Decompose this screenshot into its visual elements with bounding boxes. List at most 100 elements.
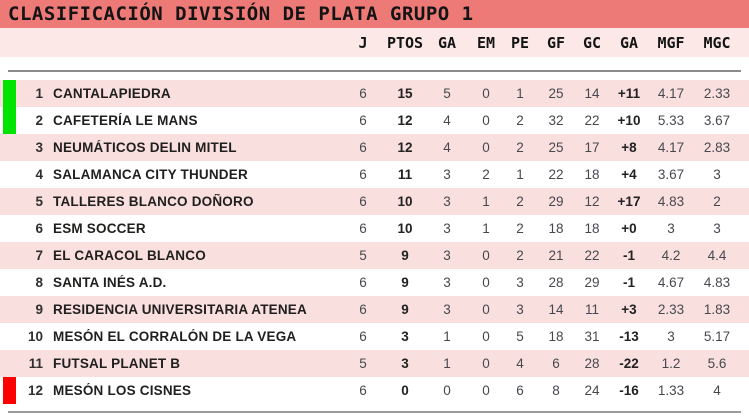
table-row: 3 NEUMÁTICOS DELIN MITEL 6 12 4 0 2 25 1… <box>0 134 749 161</box>
column-header-avg-goals-against: MGC <box>703 33 731 52</box>
draws-cell: 0 <box>482 275 490 290</box>
avg-goals-for-cell: 3 <box>667 329 675 344</box>
avg-goals-against-cell: 2 <box>713 194 721 209</box>
team-name: CANTALAPIEDRA <box>53 86 171 101</box>
avg-goals-against-cell: 4.4 <box>707 248 727 263</box>
avg-goals-against-cell: 3.67 <box>703 113 731 128</box>
draws-cell: 0 <box>482 329 490 344</box>
played-cell: 6 <box>359 302 367 317</box>
played-cell: 6 <box>359 383 367 398</box>
losses-cell: 5 <box>516 329 524 344</box>
team-name: SANTA INÉS A.D. <box>53 275 167 290</box>
points-cell: 10 <box>397 221 413 236</box>
avg-goals-for-cell: 3.67 <box>657 167 685 182</box>
column-header-wins: GA <box>437 33 457 52</box>
standings-body: 1 CANTALAPIEDRA 6 15 5 0 1 25 14 +11 4.1… <box>0 80 749 404</box>
column-header-played: J <box>358 33 368 52</box>
wins-cell: 3 <box>443 221 451 236</box>
table-row: 6 ESM SOCCER 6 10 3 1 2 18 18 +0 3 3 <box>0 215 749 242</box>
avg-goals-against-cell: 3 <box>713 221 721 236</box>
page-title: CLASIFICACIÓN DIVISIÓN DE PLATA GRUPO 1 <box>8 3 474 25</box>
goals-against-cell: 28 <box>584 356 600 371</box>
goal-diff-cell: +0 <box>621 221 637 236</box>
avg-goals-against-cell: 4 <box>713 383 721 398</box>
team-name: TALLERES BLANCO DOÑORO <box>53 194 254 209</box>
wins-cell: 3 <box>443 302 451 317</box>
played-cell: 6 <box>359 329 367 344</box>
wins-cell: 5 <box>443 86 451 101</box>
title-bar: CLASIFICACIÓN DIVISIÓN DE PLATA GRUPO 1 <box>0 0 749 28</box>
column-header-row: J PTOS GA EM PE GF GC GA MGF MGC <box>0 28 749 57</box>
team-name: MESÓN LOS CISNES <box>53 383 192 398</box>
losses-cell: 4 <box>516 356 524 371</box>
wins-cell: 4 <box>443 140 451 155</box>
draws-cell: 0 <box>482 383 490 398</box>
losses-cell: 6 <box>516 383 524 398</box>
wins-cell: 1 <box>443 356 451 371</box>
goals-against-cell: 31 <box>584 329 600 344</box>
wins-cell: 3 <box>443 194 451 209</box>
column-header-goals-against: GC <box>582 33 602 52</box>
team-name: SALAMANCA CITY THUNDER <box>53 167 248 182</box>
rank-cell: 7 <box>35 248 43 263</box>
avg-goals-for-cell: 5.33 <box>657 113 685 128</box>
table-row: 4 SALAMANCA CITY THUNDER 6 11 3 2 1 22 1… <box>0 161 749 188</box>
rank-cell: 11 <box>28 356 43 371</box>
avg-goals-against-cell: 2.33 <box>703 86 731 101</box>
table-row: 9 RESIDENCIA UNIVERSITARIA ATENEA 6 9 3 … <box>0 296 749 323</box>
table-row: 8 SANTA INÉS A.D. 6 9 3 0 3 28 29 -1 4.6… <box>0 269 749 296</box>
played-cell: 5 <box>359 248 367 263</box>
points-cell: 9 <box>401 248 409 263</box>
goals-against-cell: 24 <box>584 383 600 398</box>
avg-goals-for-cell: 4.2 <box>661 248 681 263</box>
losses-cell: 2 <box>516 140 524 155</box>
played-cell: 5 <box>359 356 367 371</box>
avg-goals-for-cell: 3 <box>667 221 675 236</box>
table-row: 1 CANTALAPIEDRA 6 15 5 0 1 25 14 +11 4.1… <box>0 80 749 107</box>
goal-diff-cell: -1 <box>622 275 635 290</box>
wins-cell: 1 <box>443 329 451 344</box>
draws-cell: 0 <box>482 356 490 371</box>
goals-for-cell: 18 <box>548 329 564 344</box>
avg-goals-for-cell: 1.2 <box>661 356 681 371</box>
rank-cell: 3 <box>35 140 43 155</box>
goals-for-cell: 29 <box>548 194 564 209</box>
table-row: 11 FUTSAL PLANET B 5 3 1 0 4 6 28 -22 1.… <box>0 350 749 377</box>
table-row: 12 MESÓN LOS CISNES 6 0 0 0 6 8 24 -16 1… <box>0 377 749 404</box>
avg-goals-against-cell: 3 <box>713 167 721 182</box>
draws-cell: 0 <box>482 302 490 317</box>
avg-goals-for-cell: 4.17 <box>657 86 685 101</box>
rank-cell: 12 <box>27 383 43 398</box>
column-header-points: PTOS <box>386 33 424 52</box>
goals-for-cell: 32 <box>548 113 564 128</box>
played-cell: 6 <box>359 275 367 290</box>
goals-against-cell: 22 <box>584 248 600 263</box>
goal-diff-cell: -16 <box>619 383 639 398</box>
wins-cell: 3 <box>443 275 451 290</box>
wins-cell: 3 <box>443 167 451 182</box>
points-cell: 11 <box>397 167 413 182</box>
goals-for-cell: 21 <box>548 248 564 263</box>
team-name: RESIDENCIA UNIVERSITARIA ATENEA <box>53 302 307 317</box>
goals-for-cell: 25 <box>548 86 564 101</box>
points-cell: 0 <box>401 383 409 398</box>
table-row: 5 TALLERES BLANCO DOÑORO 6 10 3 1 2 29 1… <box>0 188 749 215</box>
played-cell: 6 <box>359 194 367 209</box>
losses-cell: 2 <box>516 248 524 263</box>
points-cell: 3 <box>401 329 409 344</box>
draws-cell: 0 <box>482 248 490 263</box>
losses-cell: 3 <box>516 275 524 290</box>
team-name: NEUMÁTICOS DELIN MITEL <box>53 140 237 155</box>
goals-against-cell: 18 <box>584 167 600 182</box>
goals-for-cell: 8 <box>552 383 560 398</box>
table-row: 10 MESÓN EL CORRALÓN DE LA VEGA 6 3 1 0 … <box>0 323 749 350</box>
played-cell: 6 <box>359 167 367 182</box>
losses-cell: 2 <box>516 113 524 128</box>
wins-cell: 0 <box>443 383 451 398</box>
points-cell: 12 <box>397 113 413 128</box>
goal-diff-cell: -13 <box>619 329 639 344</box>
points-cell: 12 <box>397 140 413 155</box>
goal-diff-cell: -22 <box>619 356 639 371</box>
played-cell: 6 <box>359 140 367 155</box>
team-name: CAFETERÍA LE MANS <box>53 113 198 128</box>
